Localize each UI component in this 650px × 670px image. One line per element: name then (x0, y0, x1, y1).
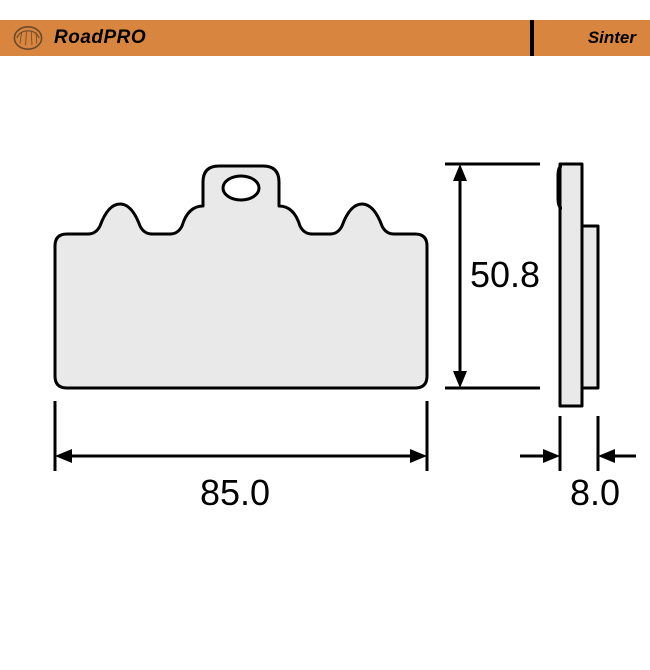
dim-height-label: 50.8 (470, 254, 540, 296)
dim-thickness-label: 8.0 (570, 472, 620, 514)
header-right: Sinter (530, 20, 650, 56)
brand-name: RoadPRO (54, 27, 146, 49)
variant-name: Sinter (588, 28, 636, 48)
header-left: RoadPRO (0, 20, 530, 56)
header-bar: RoadPRO Sinter (0, 20, 650, 56)
diagram-svg (0, 56, 650, 616)
brand-logo-icon (12, 24, 44, 52)
dim-width-label: 85.0 (200, 472, 270, 514)
technical-diagram: 85.0 50.8 8.0 (0, 56, 650, 616)
